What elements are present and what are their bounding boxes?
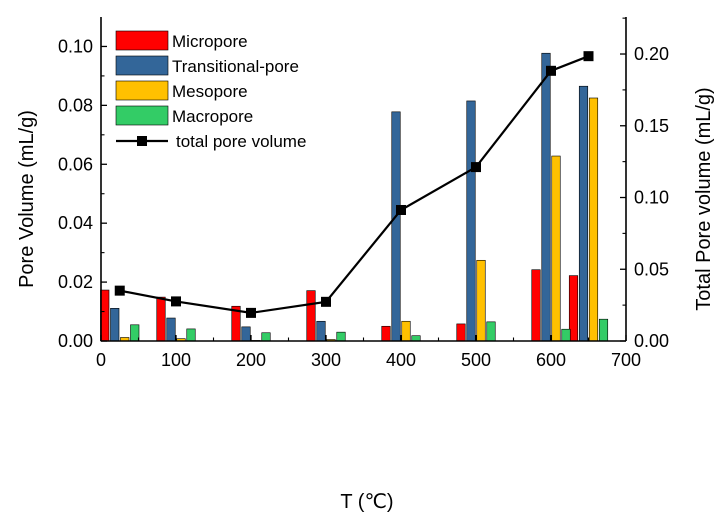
x-tick-label-400: 400 [386, 350, 416, 370]
bar-transitional-pore-25 [110, 308, 120, 342]
bar-micropore-400 [381, 325, 391, 342]
legend: Micropore Transitional-pore Mesopore Macrop… [115, 30, 306, 151]
y-left-tick-label-0.02: 0.02 [58, 272, 93, 292]
y-axis-right-title: Total Pore volume (mL/g) [693, 87, 715, 310]
legend-label-mesopore: Mesopore [172, 82, 248, 101]
y-right-tick-label-0.00: 0.00 [634, 331, 669, 351]
x-axis-title: T (℃) [340, 491, 393, 513]
y-right-tick-label-0.15: 0.15 [634, 116, 669, 136]
bar-mesopore-500 [476, 259, 486, 342]
legend-swatch-mesopore [115, 80, 169, 101]
total-pore-volume-point-100 [171, 296, 181, 307]
x-tick-label-500: 500 [461, 350, 491, 370]
total-pore-volume-point-200 [246, 307, 256, 318]
x-tick-label-0: 0 [96, 350, 106, 370]
bar-transitional-pore-650 [578, 85, 589, 342]
x-tick-label-200: 200 [236, 350, 266, 370]
legend-swatch-transitional-pore [115, 55, 169, 76]
total-pore-volume-point-650 [583, 51, 594, 62]
bar-transitional-pore-300 [316, 320, 326, 342]
bar-macropore-200 [261, 332, 271, 342]
y-right-tick-label-0.20: 0.20 [634, 44, 669, 64]
total-pore-volume-point-600 [546, 65, 556, 76]
total-pore-volume-line-layer [114, 51, 594, 318]
x-tick-label-300: 300 [311, 350, 341, 370]
y-left-tick-label-0.00: 0.00 [58, 331, 93, 351]
bar-macropore-100 [186, 328, 196, 342]
bar-micropore-100 [156, 296, 166, 342]
total-pore-volume-line [119, 55, 589, 314]
bar-micropore-500 [456, 323, 466, 342]
bar-mesopore-650 [588, 97, 599, 342]
y-left-tick-label-0.06: 0.06 [58, 154, 93, 174]
legend-label-macropore: Macropore [172, 107, 253, 126]
legend-swatch-macropore [115, 105, 169, 126]
total-pore-volume-point-400 [396, 204, 406, 215]
total-pore-volume-point-500 [471, 162, 481, 173]
x-tick-label-600: 600 [536, 350, 566, 370]
legend-marker-total-pore-volume [137, 136, 147, 146]
bar-mesopore-400 [401, 320, 411, 342]
bar-transitional-pore-600 [541, 52, 551, 342]
y-left-tick-label-0.08: 0.08 [58, 95, 93, 115]
legend-label-total-pore-volume: total pore volume [176, 132, 306, 151]
bar-transitional-pore-500 [466, 100, 476, 342]
bars-layer [100, 52, 609, 342]
y-left-tick-label-0.04: 0.04 [58, 213, 93, 233]
bar-macropore-650 [598, 318, 609, 342]
bar-transitional-pore-200 [241, 326, 251, 342]
y-left-tick-label-0.10: 0.10 [58, 36, 93, 56]
total-pore-volume-point-25 [114, 285, 125, 296]
x-tick-label-100: 100 [161, 350, 191, 370]
bar-macropore-300 [336, 331, 346, 342]
bar-micropore-300 [306, 290, 316, 342]
bar-macropore-600 [561, 328, 571, 342]
y-right-tick-label-0.05: 0.05 [634, 259, 669, 279]
bar-transitional-pore-400 [391, 111, 401, 342]
y-axis-left-title: Pore Volume (mL/g) [16, 110, 38, 288]
bar-macropore-25 [130, 324, 140, 342]
total-pore-volume-point-300 [321, 296, 331, 307]
legend-label-transitional-pore: Transitional-pore [172, 57, 299, 76]
x-tick-label-700: 700 [611, 350, 641, 370]
y-right-tick-label-0.10: 0.10 [634, 188, 669, 208]
legend-swatch-micropore [115, 30, 169, 51]
bar-transitional-pore-100 [166, 317, 176, 342]
bar-macropore-500 [486, 321, 496, 342]
bar-micropore-600 [531, 269, 541, 342]
legend-label-micropore: Micropore [172, 32, 248, 51]
ticks-layer: 0 100 200 300 400 500 600 7000.000.020.040.060.… [58, 17, 669, 370]
bar-mesopore-600 [551, 155, 561, 342]
